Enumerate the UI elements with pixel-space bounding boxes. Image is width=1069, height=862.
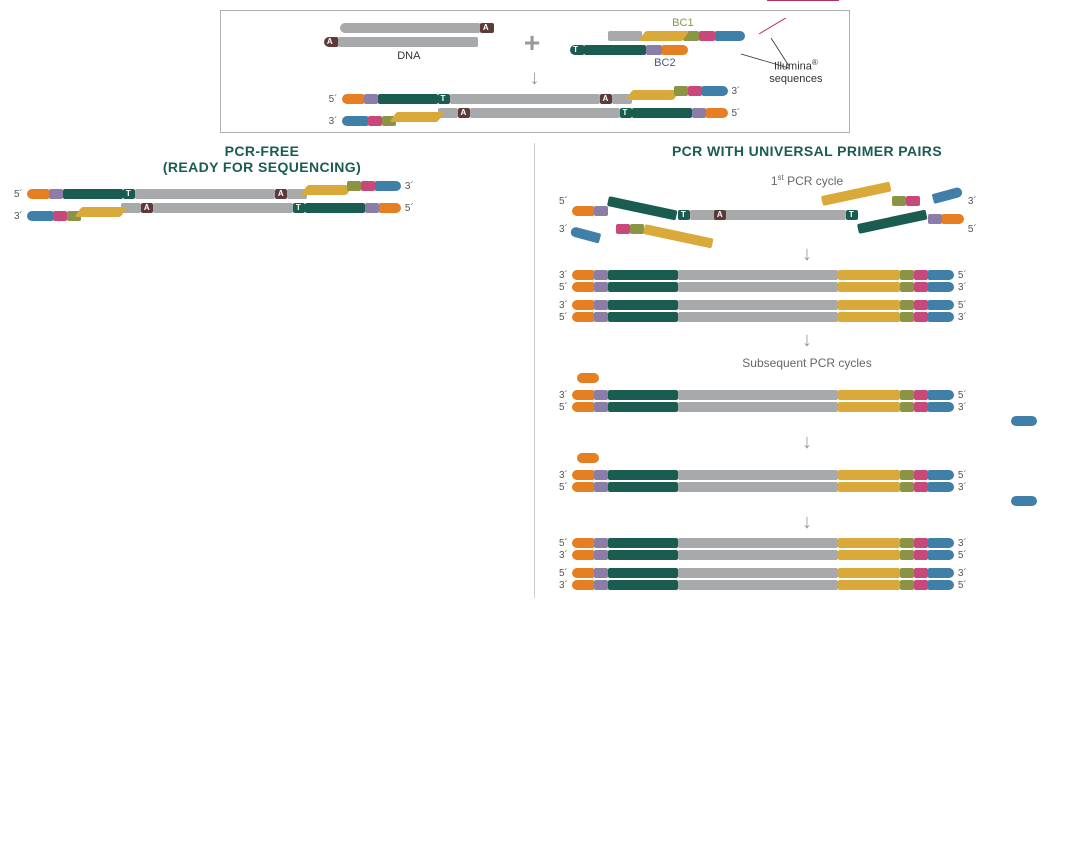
bc1-label: BC1 bbox=[672, 17, 693, 29]
illumina-label: Illumina® sequences bbox=[769, 59, 822, 85]
umi-callout: UMI = 12 nt bbox=[767, 0, 838, 1]
primer-duplex-2: 3´ 5´ 5´ 3´ bbox=[555, 458, 1059, 504]
pcr-free-column: PCR-FREE (READY FOR SEQUENCING) 5´ T A bbox=[10, 143, 514, 598]
final-duplex-1: 5´ 3´ 3´ 5´ bbox=[555, 538, 1059, 560]
adapter: BC1 T BC2 bbox=[570, 31, 745, 55]
first-cycle-heading: 1st PCR cycle bbox=[555, 173, 1059, 188]
end-5: 5´ bbox=[325, 94, 342, 105]
final-duplex-2: 5´ 3´ 3´ 5´ bbox=[555, 568, 1059, 590]
arrow-down-icon: ↓ bbox=[555, 244, 1059, 264]
pcr-free-title: PCR-FREE (READY FOR SEQUENCING) bbox=[10, 143, 514, 175]
column-divider bbox=[534, 143, 535, 598]
input-row: A A DNA + BC1 bbox=[239, 23, 831, 62]
dna-fragment: A A DNA bbox=[324, 23, 494, 62]
diagram-root: UMI = 12 nt A A DNA + B bbox=[10, 10, 1059, 598]
end-3: 3´ bbox=[728, 86, 745, 97]
ligated-product: 5´ T A 3´ 3´ A bbox=[239, 94, 831, 118]
duplex-2: 3´ 5´ 5´ 3´ bbox=[555, 300, 1059, 322]
pcr-column: PCR WITH UNIVERSAL PRIMER PAIRS 1st PCR … bbox=[555, 143, 1059, 598]
columns: PCR-FREE (READY FOR SEQUENCING) 5´ T A bbox=[10, 143, 1059, 598]
duplex-1: 3´ 5´ 5´ 3´ bbox=[555, 270, 1059, 292]
first-cycle-template: 5´ T A 3´ 3´ bbox=[555, 196, 1059, 234]
bc2-label: BC2 bbox=[654, 57, 675, 69]
arrow-down-icon: ↓ bbox=[555, 512, 1059, 532]
end-3: 3´ bbox=[325, 116, 342, 127]
dna-label: DNA bbox=[324, 50, 494, 62]
pcr-free-product: 5´ T A 3´ 3´ bbox=[10, 189, 514, 213]
subsequent-heading: Subsequent PCR cycles bbox=[555, 356, 1059, 370]
plus-icon: + bbox=[524, 27, 540, 59]
primer-duplex-1: 3´ 5´ 5´ 3´ bbox=[555, 378, 1059, 424]
pcr-title: PCR WITH UNIVERSAL PRIMER PAIRS bbox=[555, 143, 1059, 159]
ligation-panel: UMI = 12 nt A A DNA + B bbox=[220, 10, 850, 133]
arrow-down-icon: ↓ bbox=[555, 432, 1059, 452]
arrow-down-icon: ↓ bbox=[555, 330, 1059, 350]
end-5: 5´ bbox=[728, 108, 745, 119]
